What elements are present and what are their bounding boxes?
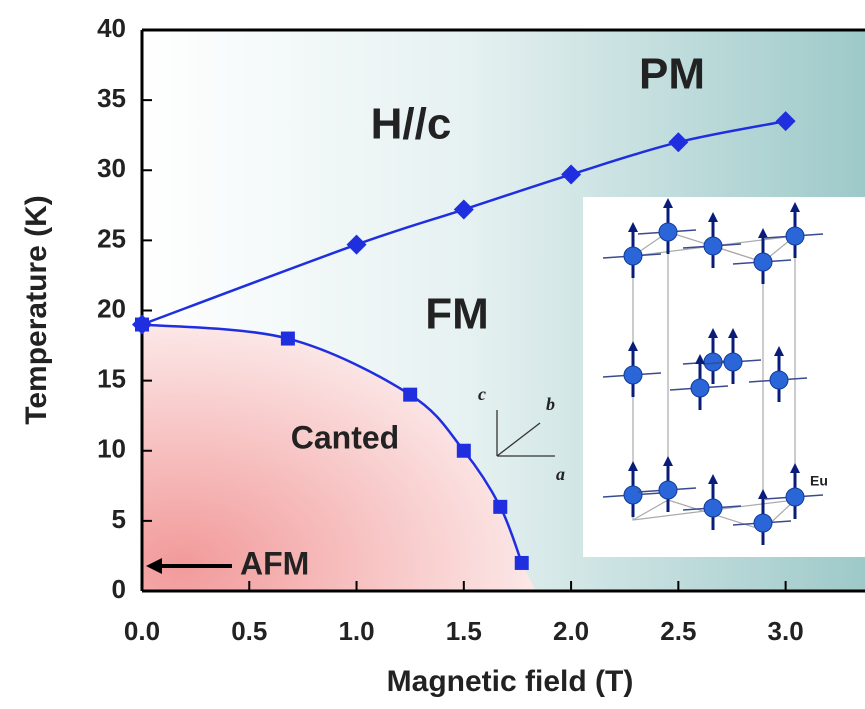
diamond-marker [668,132,689,153]
spin-head [628,222,638,232]
atom [753,252,773,272]
atom [703,352,723,372]
y-tick-label: 0 [112,574,126,604]
canted-region [142,324,536,591]
spin-head [663,456,673,466]
annotation: H//c [371,100,452,149]
atom [723,352,743,372]
spin-head [728,328,738,338]
square-marker [514,555,529,570]
x-tick-label: 0.0 [124,616,160,646]
afm-arrowhead [146,558,162,574]
atom [623,485,643,505]
atom [658,480,678,500]
y-tick-label: 25 [97,223,126,253]
x-tick-label: 2.0 [553,616,589,646]
axis-c: c [478,384,486,404]
annotation: Canted [291,419,399,455]
atoms [602,198,824,545]
y-axis-title: Temperature (K) [20,195,53,424]
spin-head [758,228,768,238]
atom [753,513,773,533]
y-tick-label: 5 [112,504,126,534]
spin-head [708,474,718,484]
axes-triad [496,410,555,457]
spin-head [663,198,673,208]
atom [703,498,723,518]
x-tick-label: 1.5 [446,616,482,646]
spin-head [628,461,638,471]
x-tick-label: 2.5 [660,616,696,646]
atom [703,236,723,256]
spin-head [708,212,718,222]
square-marker [280,331,295,346]
annotation: FM [425,290,489,339]
plot: 0 5 10 15 20 25 30 35 40 0.0 0.5 1.0 1.5 2.0 2.5 3.0 Mag… [20,13,865,698]
atom [690,378,710,398]
annotation: AFM [240,545,309,581]
x-axis-title: Magnetic field (T) [387,665,634,698]
inset: c b a Eu [478,197,865,557]
diamond-marker [561,164,582,185]
atom [769,370,789,390]
axis-b: b [546,394,555,414]
diamond-marker [346,234,367,255]
atom [623,246,643,266]
square-marker [493,499,508,514]
atom-label: Eu [810,473,828,489]
y-tick-label: 10 [97,434,126,464]
spin-head [758,489,768,499]
y-tick-label: 15 [97,364,126,394]
spin-head [774,346,784,356]
diamond-marker [453,199,474,220]
y-tick-label: 40 [97,13,126,43]
atom [658,222,678,242]
spin-head [708,328,718,338]
annotation: PM [639,50,705,99]
spin-head [790,202,800,212]
spin-head [628,341,638,351]
spin-head [790,463,800,473]
x-tick-label: 1.0 [338,616,374,646]
square-marker [456,443,471,458]
atom [785,487,805,507]
diamond-marker [775,111,796,132]
x-tick-label: 3.0 [768,616,804,646]
spin-head [695,354,705,364]
axis-a: a [556,464,565,484]
square-marker [403,387,418,402]
x-tick-label: 0.5 [231,616,267,646]
atom [623,365,643,385]
atom [785,226,805,246]
y-tick-label: 35 [97,83,126,113]
y-tick-label: 20 [97,293,126,323]
y-tick-label: 30 [97,153,126,183]
square-marker [135,317,149,332]
